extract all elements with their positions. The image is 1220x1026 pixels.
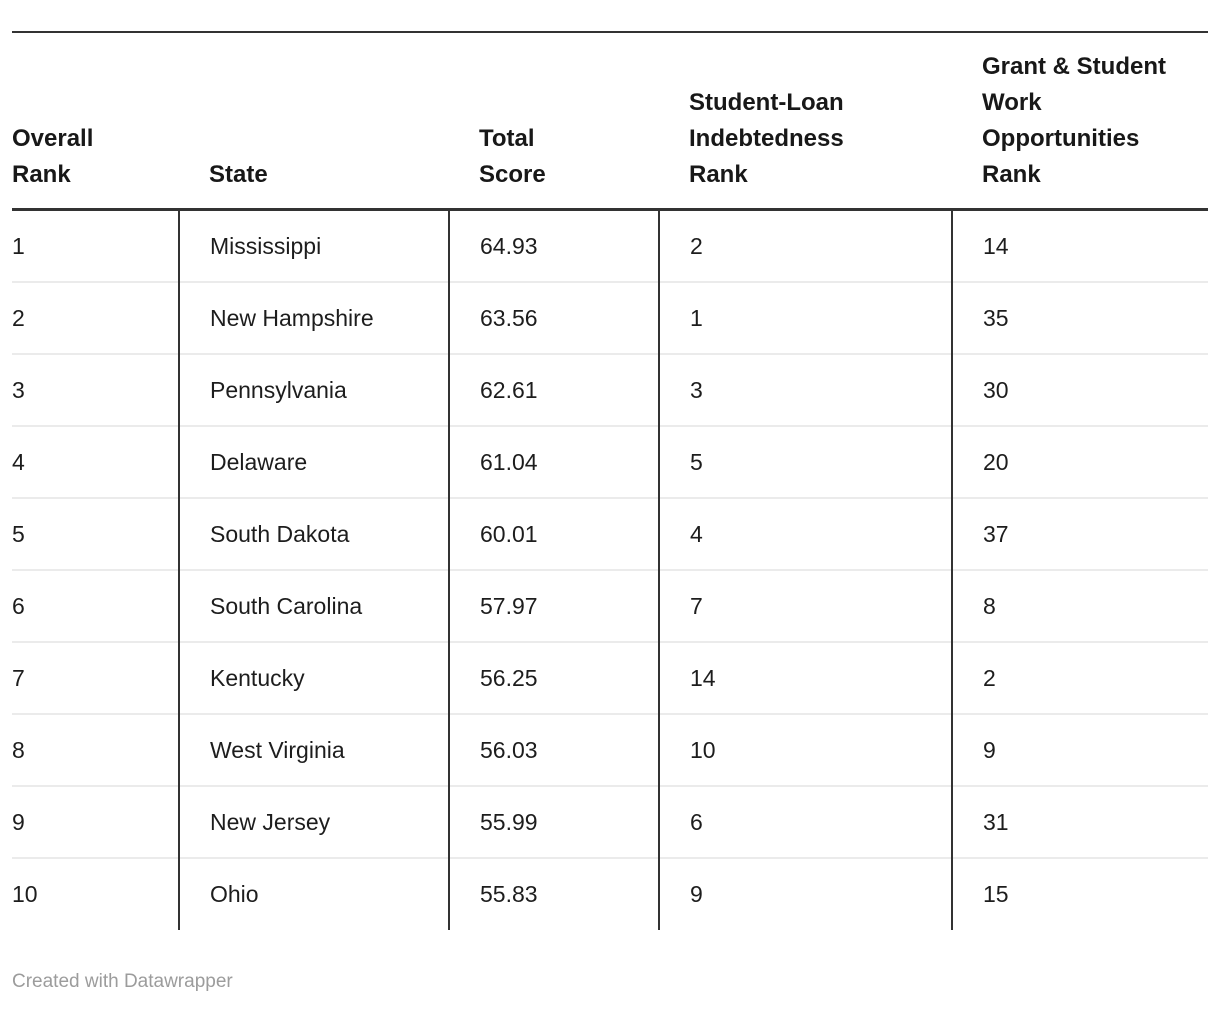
cell-loan-rank: 4 xyxy=(658,496,952,570)
cell-loan-rank: 7 xyxy=(658,568,952,642)
cell-grant-rank: 2 xyxy=(951,640,1208,714)
cell-overall-rank: 10 xyxy=(12,856,179,930)
cell-loan-rank: 3 xyxy=(658,352,952,426)
cell-grant-rank: 14 xyxy=(951,209,1208,282)
cell-total-score: 55.83 xyxy=(448,856,659,930)
cell-grant-rank: 15 xyxy=(951,856,1208,930)
cell-total-score: 55.99 xyxy=(448,784,659,858)
cell-state: Pennsylvania xyxy=(178,352,449,426)
cell-overall-rank: 9 xyxy=(12,784,179,858)
cell-overall-rank: 7 xyxy=(12,640,179,714)
table-row: 4 Delaware 61.04 5 20 xyxy=(12,424,1208,498)
cell-state: New Jersey xyxy=(178,784,449,858)
cell-grant-rank: 31 xyxy=(951,784,1208,858)
column-header-student-loan-indebtedness-rank: Student-Loan Indebtedness Rank xyxy=(659,31,952,211)
table-row: 6 South Carolina 57.97 7 8 xyxy=(12,568,1208,642)
table-row: 9 New Jersey 55.99 6 31 xyxy=(12,784,1208,858)
header-row: Overall Rank State Total Score Student-L… xyxy=(12,31,1208,211)
attribution: Created with Datawrapper xyxy=(12,970,1208,994)
cell-overall-rank: 8 xyxy=(12,712,179,786)
cell-total-score: 57.97 xyxy=(448,568,659,642)
table-row: 5 South Dakota 60.01 4 37 xyxy=(12,496,1208,570)
cell-grant-rank: 9 xyxy=(951,712,1208,786)
column-header-overall-rank: Overall Rank xyxy=(12,31,179,211)
cell-grant-rank: 20 xyxy=(951,424,1208,498)
column-header-state: State xyxy=(179,31,449,211)
table-container: Overall Rank State Total Score Student-L… xyxy=(12,31,1208,930)
cell-state: Kentucky xyxy=(178,640,449,714)
cell-overall-rank: 3 xyxy=(12,352,179,426)
attribution-link[interactable]: Created with Datawrapper xyxy=(12,970,233,992)
cell-loan-rank: 1 xyxy=(658,280,952,354)
cell-grant-rank: 37 xyxy=(951,496,1208,570)
cell-loan-rank: 5 xyxy=(658,424,952,498)
cell-loan-rank: 2 xyxy=(658,209,952,282)
cell-state: West Virginia xyxy=(178,712,449,786)
cell-overall-rank: 5 xyxy=(12,496,179,570)
cell-total-score: 63.56 xyxy=(448,280,659,354)
rankings-table: Overall Rank State Total Score Student-L… xyxy=(12,31,1208,930)
cell-loan-rank: 10 xyxy=(658,712,952,786)
cell-state: South Dakota xyxy=(178,496,449,570)
cell-state: South Carolina xyxy=(178,568,449,642)
cell-overall-rank: 4 xyxy=(12,424,179,498)
cell-overall-rank: 6 xyxy=(12,568,179,642)
column-header-grant-student-work-opportunities-rank: Grant & Student Work Opportunities Rank xyxy=(952,31,1208,211)
cell-grant-rank: 8 xyxy=(951,568,1208,642)
cell-state: New Hampshire xyxy=(178,280,449,354)
cell-grant-rank: 35 xyxy=(951,280,1208,354)
cell-total-score: 62.61 xyxy=(448,352,659,426)
cell-loan-rank: 14 xyxy=(658,640,952,714)
cell-state: Ohio xyxy=(178,856,449,930)
column-header-total-score: Total Score xyxy=(449,31,659,211)
table-row: 8 West Virginia 56.03 10 9 xyxy=(12,712,1208,786)
table-row: 2 New Hampshire 63.56 1 35 xyxy=(12,280,1208,354)
cell-total-score: 64.93 xyxy=(448,209,659,282)
table-row: 7 Kentucky 56.25 14 2 xyxy=(12,640,1208,714)
table-row: 3 Pennsylvania 62.61 3 30 xyxy=(12,352,1208,426)
cell-loan-rank: 9 xyxy=(658,856,952,930)
cell-total-score: 61.04 xyxy=(448,424,659,498)
table-row: 10 Ohio 55.83 9 15 xyxy=(12,856,1208,930)
cell-loan-rank: 6 xyxy=(658,784,952,858)
cell-overall-rank: 1 xyxy=(12,232,25,259)
cell-state: Mississippi xyxy=(178,209,449,282)
cell-total-score: 60.01 xyxy=(448,496,659,570)
cell-total-score: 56.03 xyxy=(448,712,659,786)
cell-grant-rank: 30 xyxy=(951,352,1208,426)
cell-total-score: 56.25 xyxy=(448,640,659,714)
table-row: 1 Mississippi 64.93 2 14 xyxy=(12,209,1208,282)
cell-overall-rank: 2 xyxy=(12,280,179,354)
cell-state: Delaware xyxy=(178,424,449,498)
